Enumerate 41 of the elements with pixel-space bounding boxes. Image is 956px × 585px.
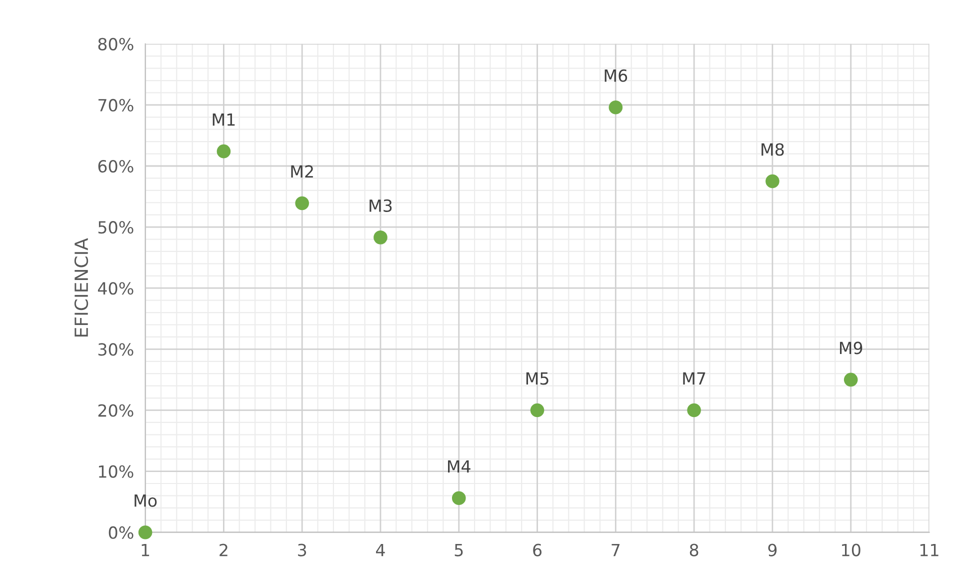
x-tick-label: 9	[768, 544, 777, 556]
annotation: Mo	[134, 494, 157, 507]
y-tick-label: 20%	[98, 404, 134, 417]
point	[608, 100, 623, 114]
annotation: M9	[840, 342, 862, 354]
point	[452, 491, 466, 506]
annotation: M5	[526, 372, 548, 385]
y-tick-label: 40%	[98, 282, 134, 295]
x-tick-label: 4	[376, 544, 385, 556]
point	[530, 403, 544, 418]
y-tick-label: 60%	[98, 160, 134, 173]
x-tick-label: 5	[454, 544, 463, 556]
point	[138, 525, 152, 540]
y-tick-label: 50%	[98, 221, 134, 234]
y-tick-label: 10%	[98, 465, 134, 478]
point	[216, 144, 231, 158]
point	[687, 403, 701, 418]
point	[766, 174, 780, 188]
annotation: M7	[683, 372, 706, 385]
y-tick-label: 0%	[108, 526, 134, 539]
y-tick-label: 80%	[98, 38, 134, 50]
point	[295, 196, 309, 210]
x-tick-label: 7	[612, 544, 620, 556]
x-tick-label: 6	[533, 544, 542, 556]
x-tick-label: 2	[220, 544, 228, 556]
x-tick-label: 11	[920, 544, 938, 556]
x-tick-label: 3	[298, 544, 306, 556]
point	[844, 372, 858, 387]
annotation: M4	[448, 460, 470, 472]
x-tick-label: 10	[842, 544, 860, 556]
y-tick-label: 30%	[98, 343, 134, 356]
x-tick-label: 8	[690, 544, 698, 556]
annotation: M8	[762, 143, 784, 156]
annotation: M6	[604, 69, 628, 82]
annotation: M1	[212, 114, 235, 126]
annotation: M2	[291, 165, 313, 178]
y-axis-title: EFICIENCIA	[74, 238, 88, 336]
y-tick-label: 70%	[98, 98, 134, 112]
point	[374, 230, 388, 244]
annotation: M3	[370, 199, 392, 212]
x-tick-label: 1	[142, 544, 150, 556]
